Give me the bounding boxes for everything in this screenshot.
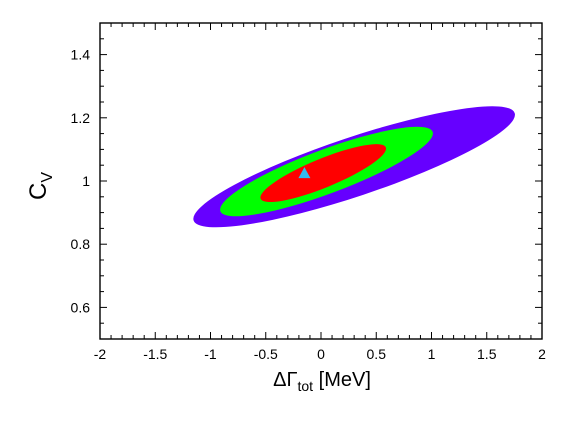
y-tick-label: 1.4 — [71, 47, 91, 63]
x-tick-label: -2 — [94, 346, 107, 362]
y-tick-label: 0.6 — [71, 299, 91, 315]
x-tick-label: -1 — [204, 346, 217, 362]
x-tick-label: 0.5 — [367, 346, 387, 362]
y-axis-label: CV — [25, 172, 56, 200]
x-tick-label: 1 — [428, 346, 436, 362]
best-fit-layer — [298, 167, 311, 179]
y-tick-label: 0.8 — [71, 236, 91, 252]
best-fit-marker — [298, 167, 311, 179]
region-inner — [260, 144, 387, 203]
x-axis-label-sub: tot — [298, 378, 314, 394]
confidence-regions — [193, 106, 515, 228]
y-tick-label: 1.2 — [71, 110, 91, 126]
x-tick-label: 2 — [538, 346, 546, 362]
axis-ticks — [99, 22, 543, 340]
y-axis-label-sub: V — [39, 172, 56, 183]
tick-labels: -2 -1.5 -1 -0.5 0 0.5 1 1.5 2 0.6 0.8 1 1.2 1.4 — [71, 47, 547, 362]
x-tick-label: 1.5 — [477, 346, 497, 362]
x-axis-label-unit: [MeV] — [313, 369, 371, 391]
x-tick-label: 0 — [317, 346, 325, 362]
y-tick-label: 1 — [82, 173, 90, 189]
x-axis-label: ΔΓtot [MeV] — [273, 369, 371, 394]
x-tick-label: -1.5 — [143, 346, 167, 362]
x-axis-label-main: ΔΓ — [273, 369, 297, 391]
x-tick-label: -0.5 — [254, 346, 278, 362]
y-axis-label-main: C — [25, 183, 52, 200]
